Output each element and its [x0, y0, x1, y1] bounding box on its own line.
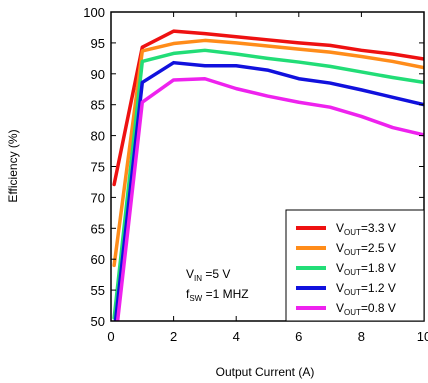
- y-tick-label-2: 60: [91, 252, 105, 267]
- conditions-annotation: VIN =5 V fSW =1 MHZ: [186, 267, 249, 303]
- legend-label-3: VOUT=1.2 V: [336, 281, 396, 297]
- y-tick-label-10: 100: [83, 5, 105, 20]
- series-line-1: [112, 38, 424, 268]
- fsw-main: f: [186, 287, 190, 301]
- y-tick-label-0: 50: [91, 314, 105, 329]
- legend-label-main-2: V: [336, 261, 344, 275]
- legend-label-main-1: V: [336, 241, 344, 255]
- legend-label-rest-3: =1.2 V: [361, 281, 396, 295]
- vin-rest: =5 V: [202, 267, 230, 281]
- x-tick-label-1: 2: [170, 329, 177, 344]
- legend-label-4: VOUT=0.8 V: [336, 301, 396, 317]
- ticks-layer: 0 2 4 6 8 10 50 55 60 65 70 75 80 85 90 95 100: [83, 5, 428, 344]
- x-tick-label-5: 10: [417, 329, 428, 344]
- legend-label-sub-0: OUT: [344, 228, 361, 237]
- y-tick-label-7: 85: [91, 98, 105, 113]
- legend-label-main-3: V: [336, 281, 344, 295]
- y-tick-label-6: 80: [91, 129, 105, 144]
- vin-main: V: [186, 267, 194, 281]
- legend-label-rest-1: =2.5 V: [361, 241, 396, 255]
- x-tick-label-0: 0: [107, 329, 114, 344]
- series-line-4: [115, 76, 424, 321]
- y-axis-label: Efficiency (%): [6, 129, 20, 202]
- legend-label-1: VOUT=2.5 V: [336, 241, 396, 257]
- y-tick-label-9: 95: [91, 36, 105, 51]
- series-line-0: [112, 29, 424, 187]
- x-tick-label-4: 8: [358, 329, 365, 344]
- y-tick-label-4: 70: [91, 190, 105, 205]
- series-line-2: [112, 48, 424, 320]
- x-tick-label-2: 4: [233, 329, 240, 344]
- fsw-sub: SW: [189, 294, 202, 303]
- vin-sub: IN: [194, 274, 202, 283]
- legend-label-main-4: V: [336, 301, 344, 315]
- vin-annotation: VIN =5 V: [186, 267, 230, 283]
- x-tick-label-3: 6: [295, 329, 302, 344]
- series-line-3: [113, 60, 424, 321]
- legend-label-rest-0: =3.3 V: [361, 221, 396, 235]
- legend-label-2: VOUT=1.8 V: [336, 261, 396, 277]
- fsw-rest: =1 MHZ: [202, 287, 248, 301]
- y-tick-label-5: 75: [91, 160, 105, 175]
- fsw-annotation: fSW =1 MHZ: [186, 287, 249, 303]
- legend-label-rest-4: =0.8 V: [361, 301, 396, 315]
- x-axis-label: Output Current (A): [216, 365, 315, 379]
- y-tick-label-1: 55: [91, 283, 105, 298]
- legend-label-sub-3: OUT: [344, 288, 361, 297]
- legend-label-rest-2: =1.8 V: [361, 261, 396, 275]
- legend-label-sub-2: OUT: [344, 268, 361, 277]
- series-layer: [112, 29, 424, 321]
- legend-label-sub-4: OUT: [344, 308, 361, 317]
- y-tick-label-8: 90: [91, 67, 105, 82]
- legend-label-0: VOUT=3.3 V: [336, 221, 396, 237]
- y-tick-label-3: 65: [91, 221, 105, 236]
- legend-label-main-0: V: [336, 221, 344, 235]
- legend-label-sub-1: OUT: [344, 248, 361, 257]
